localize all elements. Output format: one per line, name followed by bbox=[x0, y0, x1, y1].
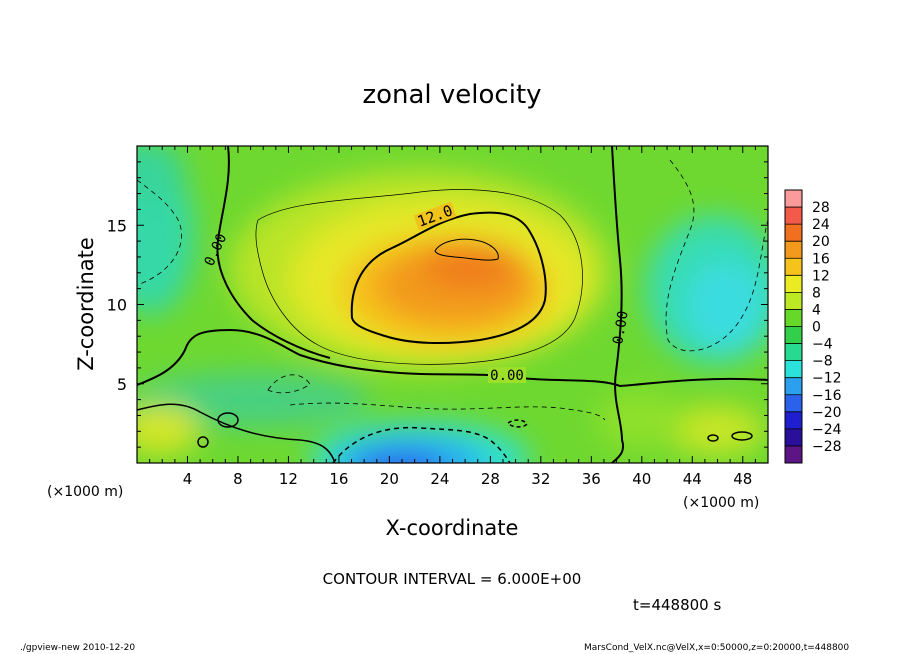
y-axis-label: Z-coordinate bbox=[74, 237, 98, 371]
colorbar-swatch bbox=[785, 326, 802, 345]
x-axis-label: X-coordinate bbox=[386, 516, 519, 540]
colorbar-swatch bbox=[785, 428, 802, 447]
colorbar-swatch bbox=[785, 394, 802, 413]
time-text: t=448800 s bbox=[633, 596, 721, 614]
colorbar-swatch bbox=[785, 343, 802, 362]
contour-18 bbox=[434, 238, 499, 261]
plot-area: 12.0 0.00 0.00 0.00 bbox=[136, 145, 769, 464]
colorbar-label: −4 bbox=[812, 337, 833, 353]
y-tick-label: 5 bbox=[117, 375, 127, 394]
footer-right: MarsCond_VelX.nc@VelX,x=0:50000,z=0:2000… bbox=[584, 643, 849, 653]
y-tick-label: 10 bbox=[107, 296, 127, 315]
contour-0-bottom bbox=[137, 403, 336, 463]
contour-interval-text: CONTOUR INTERVAL = 6.000E+00 bbox=[323, 570, 582, 588]
contour-neg6 bbox=[332, 426, 511, 463]
colorbar-label: 16 bbox=[812, 251, 830, 267]
x-axis-ticks: 4 8 12 16 20 24 28 32 36 40 44 48 bbox=[149, 146, 756, 488]
colorbar-swatch bbox=[785, 445, 802, 464]
contour-12 bbox=[350, 211, 547, 345]
colorbar-swatch bbox=[785, 275, 802, 293]
contour-neg6-right bbox=[665, 159, 768, 352]
x-tick-label: 16 bbox=[329, 470, 348, 488]
x-tick-label: 48 bbox=[733, 470, 752, 488]
colorbar-label: −28 bbox=[812, 439, 842, 455]
contour-neg6-left bbox=[137, 179, 182, 286]
colorbar-swatch bbox=[785, 190, 802, 208]
contour-0-right bbox=[611, 146, 624, 463]
colorbar-label: 12 bbox=[812, 268, 830, 284]
colorbar-label: 20 bbox=[812, 234, 830, 250]
contour-label-0-mid: 0.00 bbox=[490, 368, 524, 384]
contour-label-0-right: 0.00 bbox=[610, 310, 632, 346]
x-tick-label: 12 bbox=[279, 470, 298, 488]
x-tick-label: 8 bbox=[233, 470, 243, 488]
colorbar-swatch bbox=[785, 292, 802, 310]
x-tick-label: 4 bbox=[183, 470, 193, 488]
colorbar-label: 8 bbox=[812, 285, 821, 301]
y-axis-ticks: 5 10 15 bbox=[107, 161, 768, 448]
colorbar-label: 4 bbox=[812, 302, 821, 318]
x-tick-label: 44 bbox=[683, 470, 702, 488]
colorbar-swatch bbox=[785, 309, 802, 327]
colorbar-swatch bbox=[785, 241, 802, 259]
x-tick-label: 20 bbox=[380, 470, 399, 488]
colorbar-label: 0 bbox=[812, 320, 821, 336]
colorbar-swatch bbox=[785, 360, 802, 379]
x-unit-right: (×1000 m) bbox=[683, 495, 759, 511]
colorbar-label: −24 bbox=[812, 422, 842, 438]
x-tick-label: 32 bbox=[531, 470, 550, 488]
colorbar-swatch bbox=[785, 258, 802, 276]
x-unit-left: (×1000 m) bbox=[47, 484, 123, 500]
colorbar-swatch bbox=[785, 224, 802, 242]
colorbar-label: −8 bbox=[812, 354, 833, 370]
x-tick-label: 24 bbox=[430, 470, 449, 488]
x-tick-label: 28 bbox=[481, 470, 500, 488]
colorbar-swatch bbox=[785, 411, 802, 430]
chart-title: zonal velocity bbox=[362, 80, 541, 110]
colorbar-label: 24 bbox=[812, 217, 830, 233]
colorbar-label: −12 bbox=[812, 371, 842, 387]
colorbar-label: −20 bbox=[812, 405, 842, 421]
contour-0-low bbox=[137, 328, 768, 388]
x-tick-label: 36 bbox=[582, 470, 601, 488]
y-tick-label: 15 bbox=[107, 216, 127, 235]
contour-6 bbox=[255, 189, 583, 365]
colorbar-swatch bbox=[785, 207, 802, 225]
footer-left: ./gpview-new 2010-12-20 bbox=[20, 643, 135, 653]
contour-0-left bbox=[216, 146, 331, 359]
colorbar-swatch bbox=[785, 377, 802, 396]
colorbar-label: 28 bbox=[812, 200, 830, 216]
colorbar-label: −16 bbox=[812, 388, 842, 404]
x-tick-label: 40 bbox=[632, 470, 651, 488]
